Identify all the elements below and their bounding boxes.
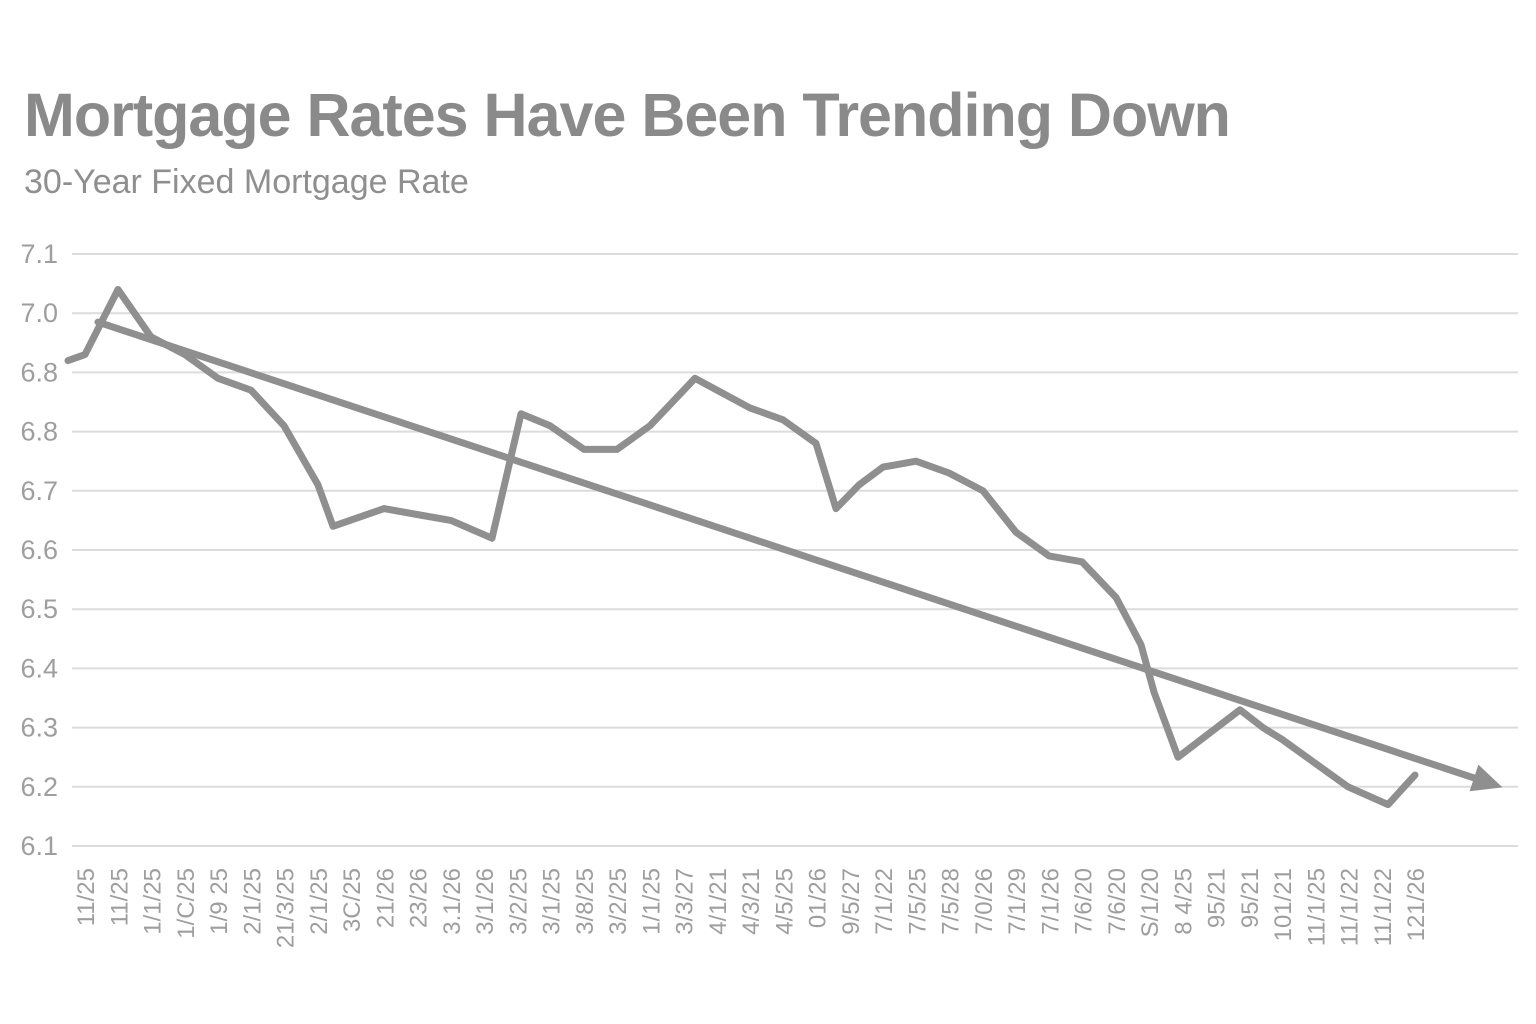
x-tick-label: 11/25: [73, 868, 100, 926]
x-tick-label: 3/1/25: [539, 868, 566, 935]
y-tick-label: 6.4: [20, 653, 58, 683]
x-tick-label: 7/5/25: [904, 868, 931, 935]
y-tick-label: 6.3: [20, 713, 58, 743]
y-tick-label: 6.5: [20, 594, 58, 624]
x-tick-label: 3/2/25: [605, 868, 632, 935]
y-tick-label: 6.8: [20, 357, 58, 387]
x-tick-label: 2/1/25: [306, 868, 333, 935]
trend-line: [94, 318, 1478, 782]
x-tick-label: 3/8/25: [572, 868, 599, 935]
x-tick-label: 1/C/25: [173, 868, 200, 939]
x-tick-label: 1/9 25: [206, 868, 233, 935]
x-tick-label: 2/1/25: [239, 868, 266, 935]
x-tick-label: 7/6/20: [1104, 868, 1131, 935]
y-tick-label: 6.7: [20, 476, 58, 506]
x-tick-label: 3/3/27: [672, 868, 699, 935]
y-tick-label: 7.0: [20, 298, 58, 328]
x-tick-label: 7/0/26: [971, 868, 998, 935]
y-tick-label: 6.2: [20, 772, 58, 802]
x-tick-label: 11/1/25: [1303, 868, 1330, 946]
x-tick-label: 3C/25: [339, 868, 366, 932]
x-tick-label: 11/1/22: [1370, 868, 1397, 946]
x-tick-label: 101/21: [1270, 868, 1297, 941]
x-tick-label: 7/6/20: [1071, 868, 1098, 935]
y-tick-label: 7.1: [20, 239, 58, 269]
chart-title: Mortgage Rates Have Been Trending Down: [24, 81, 1231, 149]
x-tick-label: 01/26: [805, 868, 832, 928]
trend-arrowhead: [1469, 764, 1503, 792]
x-tick-label: 1/1/25: [140, 868, 167, 935]
x-tick-label: 7/1/22: [871, 868, 898, 935]
y-tick-label: 6.6: [20, 535, 58, 565]
chart-subtitle: 30-Year Fixed Mortgage Rate: [24, 163, 469, 201]
y-tick-label: 6.8: [20, 417, 58, 447]
x-tick-label: 21/26: [372, 868, 399, 928]
x-tick-label: 95/21: [1204, 868, 1231, 928]
x-tick-label: 3/2/25: [505, 868, 532, 935]
rate-line: [64, 286, 1419, 809]
x-tick-label: 4/3/21: [738, 868, 765, 935]
x-tick-label: 21/3/25: [273, 868, 300, 948]
x-tick-label: 7/1/29: [1004, 868, 1031, 935]
x-tick-label: 11/1/22: [1337, 868, 1364, 946]
x-tick-label: 4/5/25: [771, 868, 798, 935]
x-tick-label: 4/1/21: [705, 868, 732, 935]
x-tick-label: S/1/20: [1137, 868, 1164, 937]
x-tick-label: 8 4/25: [1170, 868, 1197, 935]
x-tick-label: 7/5/28: [938, 868, 965, 935]
y-tick-label: 6.1: [20, 831, 58, 861]
x-tick-label: 23/26: [406, 868, 433, 928]
x-tick-label: 3.1/26: [439, 868, 466, 935]
x-tick-label: 121/26: [1403, 868, 1430, 941]
x-tick-label: 7/1/26: [1037, 868, 1064, 935]
x-tick-label: 95/21: [1237, 868, 1264, 928]
x-tick-label: 11/25: [106, 868, 133, 926]
x-tick-label: 3/1/26: [472, 868, 499, 935]
x-tick-label: 9/5/27: [838, 868, 865, 935]
x-tick-label: 1/1/25: [638, 868, 665, 935]
